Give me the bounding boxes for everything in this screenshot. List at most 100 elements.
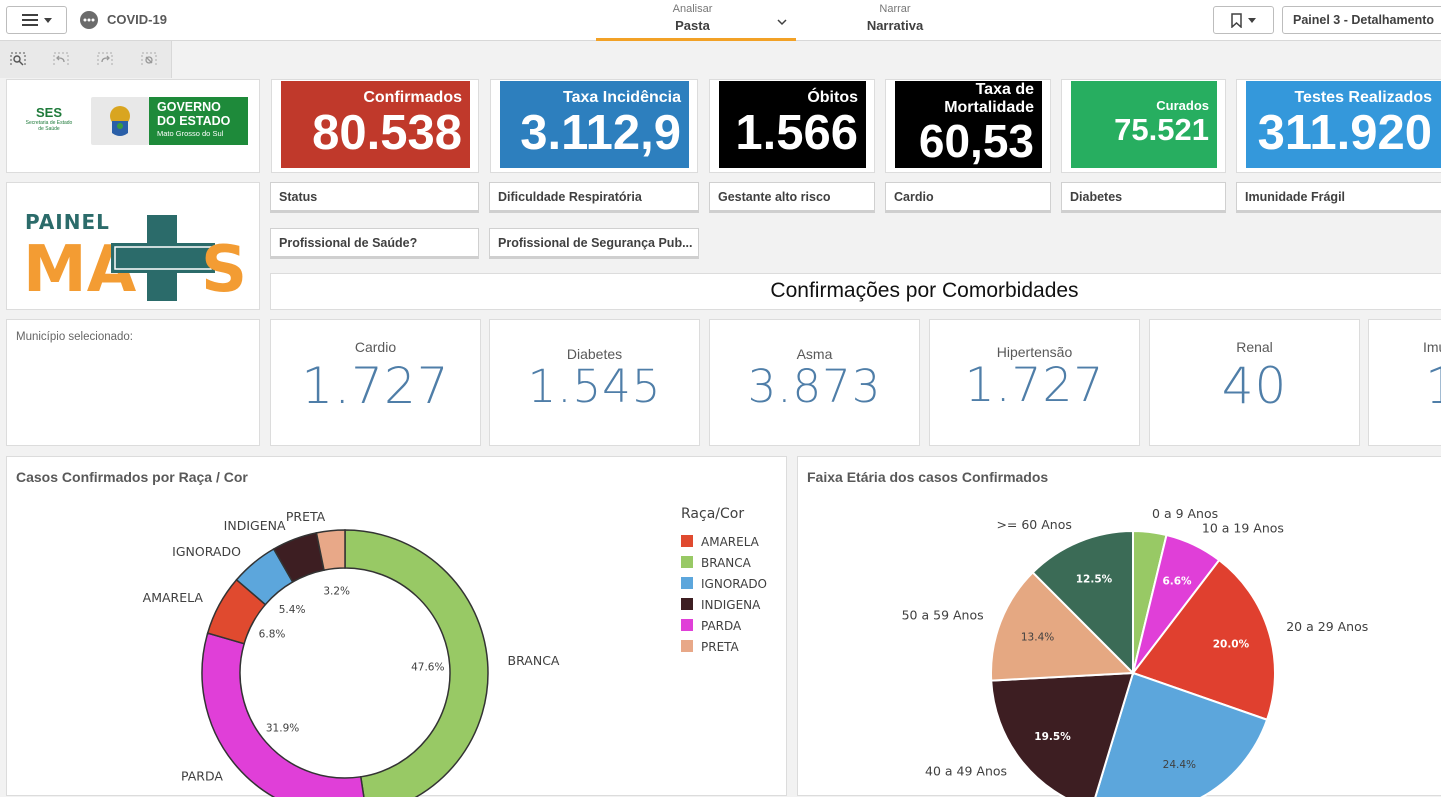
comorbidity-card-diabetes[interactable]: Diabetes 1.545 [489, 319, 700, 446]
clear-selections-icon[interactable] [141, 52, 157, 66]
filter-status[interactable]: Status [270, 182, 479, 213]
ses-subtitle-1: Secretaria de Estado [25, 120, 73, 126]
age-category-label: 20 a 29 Anos [1286, 619, 1368, 634]
filter-profissional-saude[interactable]: Profissional de Saúde? [270, 228, 479, 259]
kpi-card-testes-realizados[interactable]: Testes Realizados 311.920 [1236, 79, 1441, 173]
race-value-label: 6.8% [259, 628, 286, 640]
race-legend-swatch[interactable] [681, 619, 693, 631]
race-legend-swatch[interactable] [681, 640, 693, 652]
comorbidity-value: 1.545 [527, 360, 662, 413]
app-name: COVID-19 [107, 12, 167, 27]
race-legend-item[interactable]: BRANCA [701, 556, 752, 570]
municipio-card[interactable]: Município selecionado: [6, 319, 260, 446]
chevron-down-icon [777, 19, 787, 26]
race-category-label: INDIGENA [224, 518, 286, 533]
filter-profissional-seguranca[interactable]: Profissional de Segurança Pub... [489, 228, 699, 259]
race-slice-preta[interactable] [315, 529, 346, 571]
race-category-label: AMARELA [143, 590, 204, 605]
bookmarks-button[interactable] [1213, 6, 1274, 34]
race-legend-item[interactable]: AMARELA [701, 535, 760, 549]
kpi-card-confirmados[interactable]: Confirmados 80.538 [271, 79, 479, 173]
race-value-label: 5.4% [279, 604, 306, 616]
comorbidity-card-cardio[interactable]: Cardio 1.727 [270, 319, 481, 446]
tab-narrate[interactable]: Narrar Narrativa [830, 0, 960, 41]
race-slice-branca[interactable] [344, 529, 489, 797]
race-legend-item[interactable]: PRETA [701, 640, 740, 654]
age-value-label: 20.0% [1213, 639, 1250, 651]
tab-analyze-caption: Analisar [672, 3, 713, 15]
race-legend-item[interactable]: INDIGENA [701, 598, 761, 612]
comorbidity-value: 40 [1221, 357, 1288, 415]
race-legend-item[interactable]: PARDA [701, 619, 742, 633]
step-forward-icon[interactable] [97, 52, 113, 66]
governo-line3: Mato Grosso do Sul [157, 129, 224, 138]
municipio-label: Município selecionado: [16, 331, 133, 343]
age-category-label: 50 a 59 Anos [902, 608, 984, 623]
race-legend-item[interactable]: IGNORADO [701, 577, 767, 591]
tab-analyze[interactable]: Analisar Pasta [596, 0, 796, 41]
filter-gestante-alto-risco[interactable]: Gestante alto risco [709, 182, 875, 213]
race-legend-swatch[interactable] [681, 598, 693, 610]
kpi-card-obitos[interactable]: Óbitos 1.566 [709, 79, 875, 173]
comorbidity-label: Diabetes [566, 346, 623, 362]
race-category-label: PARDA [181, 768, 223, 783]
age-value-label: 13.4% [1021, 631, 1054, 643]
age-slice[interactable] [1092, 671, 1269, 797]
filter-dificuldade-respiratoria[interactable]: Dificuldade Respiratória [489, 182, 699, 213]
comorbidity-title: Confirmações por Comorbidades [770, 279, 1079, 302]
filter-imunidade-fragil[interactable]: Imunidade Frágil [1236, 182, 1441, 213]
comorbidity-label: Cardio [354, 339, 397, 355]
race-category-label: PRETA [286, 509, 326, 524]
filter-diabetes[interactable]: Diabetes [1061, 182, 1226, 213]
race-legend-swatch[interactable] [681, 577, 693, 589]
step-back-icon[interactable] [53, 52, 69, 66]
comorbidity-card-imunidade[interactable]: Imu 1 [1368, 319, 1441, 446]
kpi-card-taxa-mortalidade[interactable]: Taxa de Mortalidade 60,53 [885, 79, 1051, 173]
comorbidity-value: 3.873 [747, 360, 882, 413]
comorbidity-label: Asma [796, 346, 833, 362]
sheet-selector-button[interactable]: Painel 3 - Detalhamento [1282, 6, 1441, 34]
kpi-card-taxa-incidencia[interactable]: Taxa Incidência 3.112,9 [490, 79, 698, 173]
app-more-icon[interactable] [80, 11, 98, 29]
age-slice[interactable] [990, 671, 1135, 797]
tab-narrate-label: Narrativa [866, 18, 924, 33]
government-logo-card: SES Secretaria de Estado de Saúde GOVERN… [6, 79, 260, 173]
painel-mais-logo: PAINEL MA S [23, 210, 247, 303]
age-value-label: 12.5% [1076, 574, 1113, 586]
age-category-label: 10 a 19 Anos [1202, 521, 1284, 536]
coat-of-arms-icon [110, 106, 130, 136]
filter-cardio[interactable]: Cardio [885, 182, 1051, 213]
race-slice-parda[interactable] [201, 632, 366, 797]
comorbidity-label: Renal [1236, 339, 1273, 355]
age-category-label: >= 60 Anos [996, 517, 1071, 532]
race-chart-panel[interactable]: Casos Confirmados por Raça / Cor 47.6% BR… [6, 456, 787, 797]
kpi-tile-curados: Curados 75.521 [1071, 81, 1217, 168]
race-legend-swatch[interactable] [681, 556, 693, 568]
comorbidity-card-hipertensao[interactable]: Hipertensão 1.727 [929, 319, 1140, 446]
bookmark-icon [1231, 12, 1242, 28]
age-slice[interactable] [1031, 529, 1134, 676]
painel-mais-logo-card: PAINEL MA S [6, 182, 260, 310]
age-value-label: 24.4% [1163, 759, 1196, 771]
kpi-card-curados[interactable]: Curados 75.521 [1061, 79, 1226, 173]
smart-search-icon[interactable] [10, 52, 26, 66]
kpi-title: Óbitos [807, 89, 858, 106]
governo-logo: GOVERNO DO ESTADO Mato Grosso do Sul [149, 97, 248, 145]
comorbidity-card-renal[interactable]: Renal 40 [1149, 319, 1360, 446]
kpi-title: Taxa Incidência [563, 89, 681, 106]
top-toolbar: COVID-19 Analisar Pasta Narrar Narrativa… [0, 0, 1441, 41]
comorbidity-card-asma[interactable]: Asma 3.873 [709, 319, 920, 446]
race-legend-swatch[interactable] [681, 535, 693, 547]
age-slice[interactable] [1131, 558, 1276, 722]
kpi-tile-taxa-incidencia: Taxa Incidência 3.112,9 [500, 81, 689, 168]
kpi-tile-taxa-mortalidade: Taxa de Mortalidade 60,53 [895, 81, 1042, 168]
age-slice[interactable] [990, 571, 1136, 682]
logo-mais-right: S [201, 233, 247, 303]
kpi-tile-obitos: Óbitos 1.566 [719, 81, 866, 168]
comorbidity-title-card: Confirmações por Comorbidades [270, 273, 1441, 310]
comorbidity-value: 1 [1369, 357, 1441, 415]
global-menu-button[interactable] [6, 6, 67, 34]
age-chart-panel[interactable]: Faixa Etária dos casos Confirmados 0 a 9… [797, 456, 1441, 797]
comorbidity-value: 1.727 [301, 357, 450, 415]
sheet-name: Painel 3 - Detalhamento [1293, 13, 1435, 27]
